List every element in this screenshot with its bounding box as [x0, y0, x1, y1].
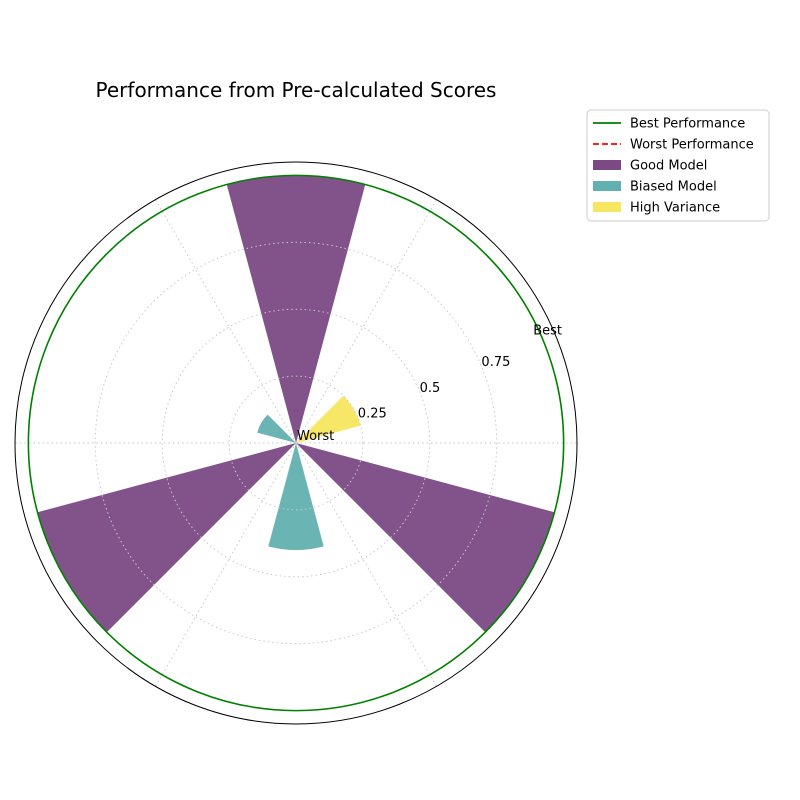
bar-high-variance-0 [296, 395, 361, 443]
chart-title: Performance from Pre-calculated Scores [96, 78, 497, 102]
tick-labels-layer: 0.25 0.5 0.75 Best Worst [297, 324, 562, 444]
bar-biased-model-0 [257, 414, 296, 443]
bar-good-model-2 [296, 443, 555, 633]
reference-lines-layer [27, 174, 565, 712]
grid-ring [228, 375, 364, 511]
bars-layer [37, 175, 555, 633]
grid-spoke [295, 442, 437, 687]
reference-best-performance [27, 174, 565, 712]
bar-good-model-1 [37, 443, 297, 633]
radial-label-best: Best [533, 324, 562, 339]
legend-swatch-biased-model [593, 181, 621, 191]
legend-label-worst-performance: Worst Performance [630, 138, 754, 153]
grid-layer [15, 199, 577, 687]
legend: Best Performance Worst Performance Good Mo… [586, 109, 770, 222]
grid-spoke [295, 199, 437, 444]
radial-tick-label: 0.25 [358, 406, 387, 421]
polar-frame [14, 161, 578, 725]
grid-spoke [155, 199, 297, 444]
radial-tick-label: 0.75 [481, 355, 510, 370]
legend-label-good-model: Good Model [630, 159, 707, 174]
legend-label-best-performance: Best Performance [630, 117, 745, 132]
legend-swatch-good-model [593, 160, 621, 170]
grid-ring [161, 308, 431, 578]
legend-label-biased-model: Biased Model [630, 180, 717, 195]
grid-spoke [155, 442, 297, 687]
legend-swatch-high-variance [593, 202, 621, 212]
bar-biased-model-1 [268, 443, 324, 551]
legend-label-high-variance: High Variance [630, 201, 720, 216]
radial-tick-label: 0.5 [420, 381, 441, 396]
radial-label-worst: Worst [297, 429, 334, 444]
grid-ring [94, 241, 498, 645]
legend-frame [586, 109, 770, 222]
